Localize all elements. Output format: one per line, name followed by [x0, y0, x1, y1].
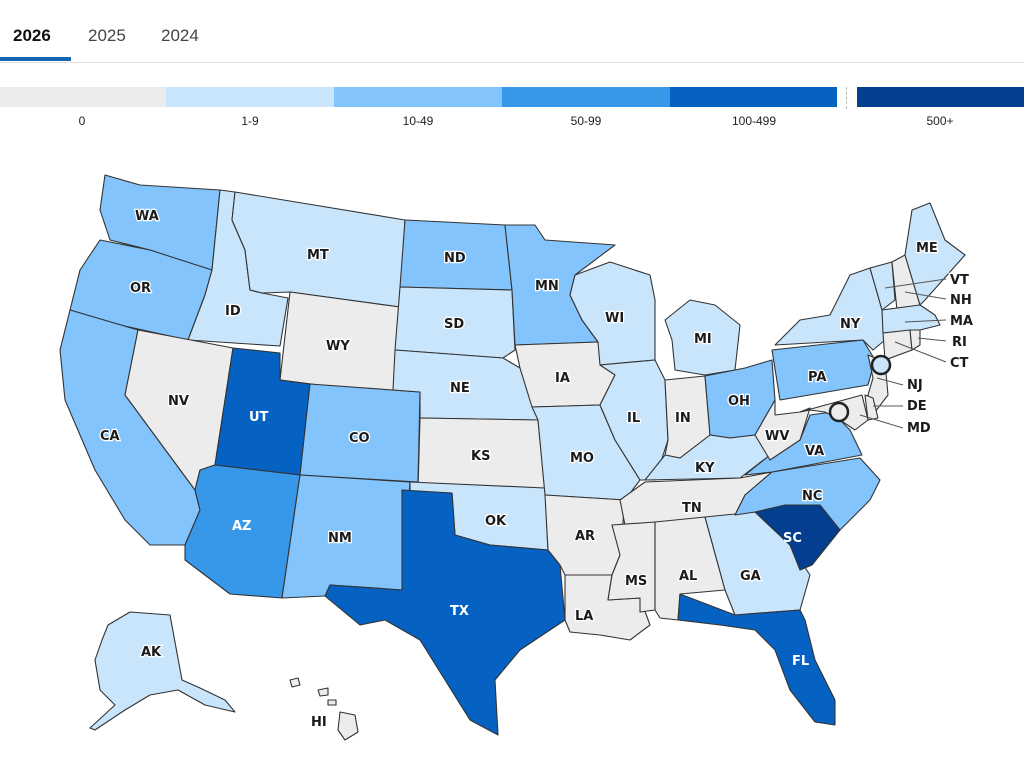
- svg-text:MS: MS: [625, 574, 647, 589]
- state-ny[interactable]: [774, 267, 886, 351]
- svg-text:OK: OK: [485, 514, 507, 529]
- state-fl[interactable]: [677, 593, 836, 726]
- tab-2024[interactable]: 2024: [161, 26, 199, 45]
- legend-label-4: 100-499: [731, 114, 777, 128]
- state-wv[interactable]: [754, 399, 811, 461]
- svg-text:CO: CO: [349, 431, 370, 446]
- svg-text:AL: AL: [679, 569, 697, 584]
- state-ma[interactable]: [881, 304, 941, 334]
- state-ct[interactable]: [882, 329, 913, 361]
- svg-text:NC: NC: [802, 489, 822, 504]
- tab-2025[interactable]: 2025: [88, 26, 126, 45]
- legend-swatch-1: [166, 87, 334, 107]
- svg-text:NV: NV: [168, 394, 189, 409]
- svg-text:MD: MD: [907, 421, 931, 436]
- svg-text:WV: WV: [765, 429, 789, 444]
- tab-2026[interactable]: 2026: [13, 26, 51, 45]
- svg-text:MT: MT: [307, 248, 329, 263]
- svg-text:MA: MA: [950, 314, 973, 329]
- state-vt[interactable]: [869, 261, 896, 311]
- svg-text:CA: CA: [100, 429, 120, 444]
- svg-text:LA: LA: [575, 609, 593, 624]
- svg-text:ME: ME: [916, 241, 938, 256]
- state-me[interactable]: [904, 202, 966, 306]
- legend-swatch-4: [670, 87, 837, 107]
- map-legend: 0 1-9 10-49 50-99 100-499 500+: [0, 87, 1024, 132]
- svg-text:WA: WA: [135, 209, 159, 224]
- svg-text:AZ: AZ: [232, 519, 252, 534]
- legend-label-1: 1-9: [241, 114, 259, 128]
- svg-text:NH: NH: [950, 293, 972, 308]
- state-hi[interactable]: [337, 711, 359, 741]
- svg-text:MO: MO: [570, 451, 594, 466]
- svg-text:VA: VA: [805, 444, 824, 459]
- svg-text:KS: KS: [471, 449, 490, 464]
- svg-text:GA: GA: [740, 569, 761, 584]
- svg-text:TX: TX: [450, 604, 469, 619]
- svg-text:AK: AK: [141, 645, 162, 660]
- nyc-marker[interactable]: [870, 354, 892, 376]
- svg-text:KY: KY: [695, 461, 715, 476]
- svg-text:OH: OH: [728, 394, 750, 409]
- state-tx[interactable]: [324, 489, 566, 736]
- svg-text:AR: AR: [575, 529, 595, 544]
- state-ms[interactable]: [607, 521, 656, 613]
- svg-text:CT: CT: [950, 356, 969, 371]
- svg-text:SD: SD: [444, 317, 464, 332]
- svg-text:VT: VT: [950, 273, 969, 288]
- legend-divider: [846, 87, 847, 109]
- svg-text:RI: RI: [952, 335, 967, 350]
- active-tab-indicator: [0, 57, 71, 61]
- legend-label-0: 0: [78, 114, 86, 128]
- svg-text:NM: NM: [328, 531, 352, 546]
- svg-text:IN: IN: [675, 411, 691, 426]
- svg-text:NE: NE: [450, 381, 470, 396]
- state-ri[interactable]: [909, 329, 921, 351]
- year-tabs: 2026 2025 2024: [0, 0, 1024, 63]
- svg-text:NJ: NJ: [907, 378, 923, 393]
- svg-text:IL: IL: [627, 411, 640, 426]
- svg-text:TN: TN: [682, 501, 702, 516]
- svg-text:ND: ND: [444, 251, 466, 266]
- svg-text:OR: OR: [130, 281, 151, 296]
- svg-text:NY: NY: [840, 317, 861, 332]
- svg-text:WY: WY: [326, 339, 350, 354]
- svg-text:WI: WI: [605, 311, 624, 326]
- state-de[interactable]: [864, 394, 879, 421]
- state-nc[interactable]: [734, 457, 881, 531]
- legend-swatch-2: [334, 87, 502, 107]
- legend-swatch-5: [857, 87, 1024, 107]
- us-map: WA OR CA ID MT WY NV UT CO AZ NM ND SD N…: [59, 174, 975, 741]
- svg-text:PA: PA: [808, 370, 826, 385]
- legend-label-2: 10-49: [402, 114, 434, 128]
- legend-swatch-0: [0, 87, 166, 107]
- dc-marker[interactable]: [828, 401, 850, 423]
- svg-text:DE: DE: [907, 399, 927, 414]
- state-ak[interactable]: [89, 611, 236, 731]
- legend-label-5: 500+: [926, 114, 954, 128]
- state-sd[interactable]: [394, 286, 516, 359]
- legend-label-3: 50-99: [570, 114, 602, 128]
- legend-swatch-3: [502, 87, 670, 107]
- svg-text:ID: ID: [225, 304, 241, 319]
- svg-text:IA: IA: [555, 371, 570, 386]
- state-labels: WA OR CA ID MT WY NV UT CO AZ NM ND SD N…: [99, 208, 975, 732]
- svg-text:MI: MI: [694, 332, 712, 347]
- svg-text:FL: FL: [792, 654, 809, 669]
- svg-text:HI: HI: [311, 715, 327, 730]
- svg-text:MN: MN: [535, 279, 559, 294]
- svg-text:UT: UT: [249, 410, 269, 425]
- svg-text:SC: SC: [783, 531, 802, 546]
